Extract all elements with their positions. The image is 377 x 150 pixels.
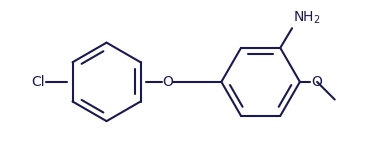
Text: Cl: Cl: [31, 75, 45, 89]
Text: O: O: [162, 75, 173, 89]
Text: O: O: [311, 75, 322, 89]
Text: NH$_2$: NH$_2$: [293, 10, 321, 26]
